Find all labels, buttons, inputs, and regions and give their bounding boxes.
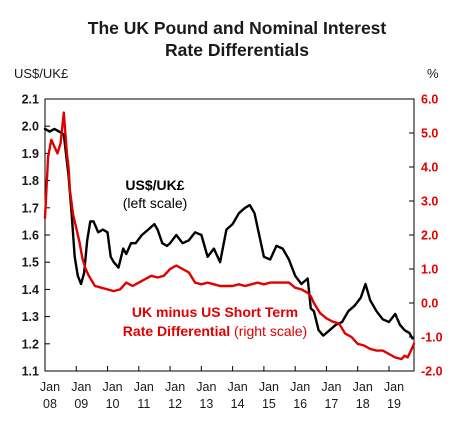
x-tick-label-year: 08	[43, 397, 57, 411]
x-tick-label-month: Jan	[353, 380, 373, 394]
diff-annotation-bold: Rate Differential	[123, 323, 230, 339]
left-tick-label: 1.8	[22, 174, 39, 188]
left-tick-label: 1.9	[22, 147, 39, 161]
left-tick-label: 1.3	[22, 310, 39, 324]
x-tick-label-month: Jan	[102, 380, 122, 394]
x-tick-label-year: 13	[199, 397, 213, 411]
left-tick-label: 1.7	[22, 201, 39, 215]
diff-annotation-line-1: UK minus US Short Term	[132, 304, 298, 320]
left-axis-ticks: 1.1 1.2 1.3 1.4 1.5 1.6 1.7 1.8 1.9 2.0 2.1	[22, 93, 50, 379]
x-tick-label-month: Jan	[165, 380, 185, 394]
x-tick-label-month: Jan	[196, 380, 216, 394]
x-axis-ticks: Jan 08 Jan 09 Jan 10 Jan 11 Jan 12 Jan 13 Jan 14 Jan 15…	[40, 366, 404, 411]
right-tick-label: 6.0	[421, 93, 438, 107]
chart-title-line-2: Rate Differentials	[165, 40, 309, 60]
left-tick-label: 1.6	[22, 229, 39, 243]
right-axis-ticks: -2.0 -1.0 0.0 1.0 2.0 3.0 4.0 5.0 6.0	[409, 93, 443, 379]
x-tick-label-month: Jan	[71, 380, 91, 394]
left-tick-label: 2.0	[22, 120, 39, 134]
right-tick-label: -1.0	[421, 331, 443, 345]
chart-title-line-1: The UK Pound and Nominal Interest	[88, 18, 387, 38]
x-tick-label-year: 11	[137, 397, 150, 411]
gbp-annotation-line-1: US$/UK£	[125, 177, 184, 193]
right-tick-label: 4.0	[421, 161, 438, 175]
x-tick-label-year: 19	[387, 397, 401, 411]
x-tick-label-month: Jan	[384, 380, 404, 394]
right-tick-label: 5.0	[421, 127, 438, 141]
x-tick-label-year: 14	[231, 397, 245, 411]
right-tick-label: 0.0	[421, 297, 438, 311]
x-tick-label-year: 09	[74, 397, 88, 411]
diff-annotation-normal: (right scale)	[230, 323, 307, 339]
x-tick-label-year: 10	[106, 397, 120, 411]
left-tick-label: 1.5	[22, 256, 39, 270]
x-tick-label-month: Jan	[290, 380, 310, 394]
left-tick-label: 1.1	[22, 365, 39, 379]
x-tick-label-month: Jan	[134, 380, 154, 394]
left-tick-label: 1.4	[22, 283, 39, 297]
x-tick-label-year: 16	[293, 397, 307, 411]
x-tick-label-month: Jan	[259, 380, 279, 394]
right-tick-label: 3.0	[421, 195, 438, 209]
diff-annotation-line-2: Rate Differential (right scale)	[123, 323, 307, 339]
gbp-annotation-line-2: (left scale)	[123, 195, 188, 211]
right-tick-label: -2.0	[421, 365, 443, 379]
right-axis-label: %	[427, 66, 439, 81]
x-tick-label-year: 17	[324, 397, 338, 411]
left-tick-label: 2.1	[22, 93, 39, 107]
right-tick-label: 2.0	[421, 229, 438, 243]
x-tick-label-month: Jan	[228, 380, 248, 394]
right-tick-label: 1.0	[421, 263, 438, 277]
x-tick-label-month: Jan	[321, 380, 341, 394]
gbp-usd-line	[43, 127, 414, 340]
series-group	[43, 111, 416, 361]
x-tick-label-year: 18	[356, 397, 370, 411]
rate-differential-line	[43, 111, 416, 361]
x-tick-label-month: Jan	[40, 380, 60, 394]
x-tick-label-year: 15	[262, 397, 276, 411]
left-tick-label: 1.2	[22, 337, 39, 351]
x-tick-label-year: 12	[168, 397, 182, 411]
left-axis-label: US$/UK£	[14, 66, 69, 81]
